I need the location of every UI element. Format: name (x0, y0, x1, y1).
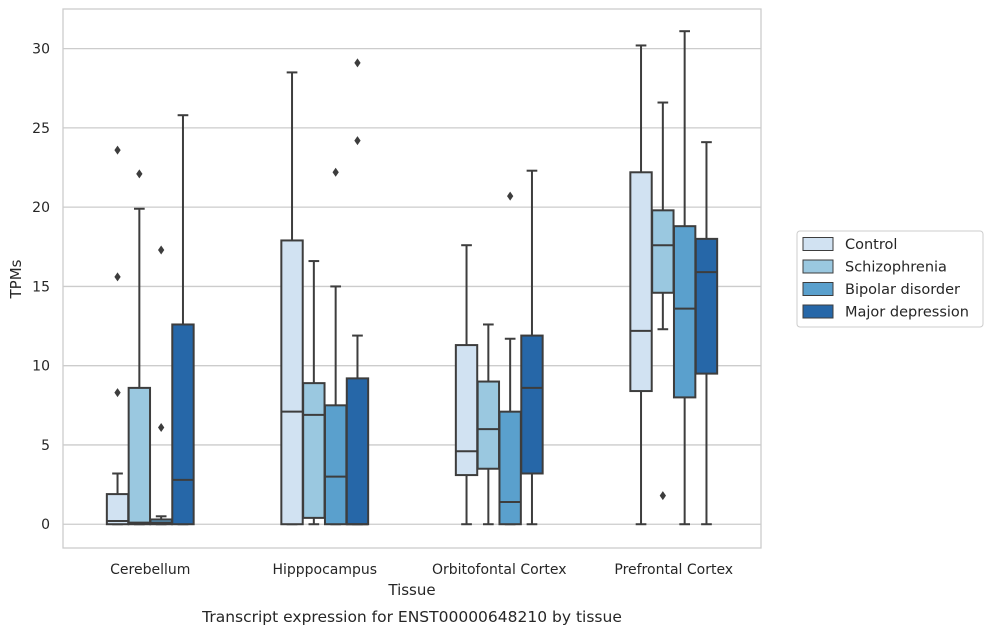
outlier-point (158, 423, 165, 433)
legend: Control Schizophrenia Bipolar disorder Majo… (796, 230, 984, 328)
box-body (498, 410, 522, 526)
box-body (694, 237, 719, 375)
legend-label: Major depression (845, 305, 969, 321)
chart-caption: Transcript expression for ENST0000064821… (201, 608, 622, 626)
outlier-point (136, 169, 143, 179)
box-body (454, 344, 479, 477)
outlier-point (114, 272, 121, 282)
box-body (323, 404, 348, 526)
y-tick-label: 30 (32, 42, 50, 58)
box-body (476, 380, 501, 470)
box-1-3 (651, 101, 675, 501)
box-body (127, 386, 152, 526)
box-body (629, 171, 653, 393)
y-tick-label: 15 (32, 279, 50, 295)
box-body (105, 493, 130, 526)
box-2-1 (323, 167, 348, 526)
box-body (651, 209, 675, 294)
box-body (280, 239, 304, 526)
box-body (302, 382, 326, 519)
outlier-point (114, 145, 121, 155)
box-0-0 (105, 145, 130, 526)
legend-frame (796, 230, 984, 328)
outlier-point (659, 491, 666, 501)
plot-frame (62, 8, 762, 549)
legend-swatch (802, 282, 834, 296)
box-0-2 (454, 244, 479, 526)
box-3-1 (345, 58, 370, 526)
box-3-0 (171, 114, 195, 526)
y-axis-label: TPMs (7, 259, 25, 299)
box-body (345, 377, 370, 526)
y-tick-label: 10 (32, 359, 50, 375)
legend-label: Control (845, 237, 897, 253)
legend-label: Bipolar disorder (845, 282, 960, 298)
outlier-point (507, 191, 514, 201)
legend-swatch (802, 237, 834, 251)
box-1-2 (476, 323, 501, 526)
box-body (672, 225, 697, 399)
box-1-0 (127, 169, 152, 526)
y-tick-label: 5 (41, 438, 50, 454)
box-2-0 (149, 245, 173, 526)
boxes-layer (105, 30, 719, 526)
x-tick-label: Hipppocampus (272, 562, 377, 578)
box-0-1 (280, 71, 304, 526)
box-2-3 (672, 30, 697, 526)
box-body (171, 323, 195, 526)
x-tick-label: Orbitofontal Cortex (432, 562, 567, 578)
x-tick-label: Cerebellum (110, 562, 190, 578)
legend-swatch (802, 304, 834, 319)
legend-label: Schizophrenia (845, 260, 947, 276)
y-tick-label: 0 (41, 517, 50, 533)
outlier-point (158, 245, 165, 255)
outlier-point (354, 58, 361, 68)
box-1-1 (302, 260, 326, 526)
outlier-point (332, 167, 339, 177)
y-tick-label: 25 (32, 121, 50, 137)
y-tick-label: 20 (32, 200, 50, 216)
x-tick-label: Prefrontal Cortex (614, 562, 733, 578)
outlier-point (354, 136, 361, 146)
box-3-3 (694, 141, 719, 526)
box-body (520, 334, 544, 475)
box-3-2 (520, 169, 544, 526)
box-0-3 (629, 44, 653, 526)
legend-swatch (802, 259, 834, 274)
x-axis-ticks: Cerebellum Hipppocampus Orbitofontal Corte… (110, 562, 733, 578)
box-2-2 (498, 191, 522, 526)
outlier-point (114, 388, 121, 398)
y-axis-ticks: 0 5 10 15 20 25 30 (32, 42, 50, 534)
x-axis-label: Tissue (387, 581, 435, 599)
